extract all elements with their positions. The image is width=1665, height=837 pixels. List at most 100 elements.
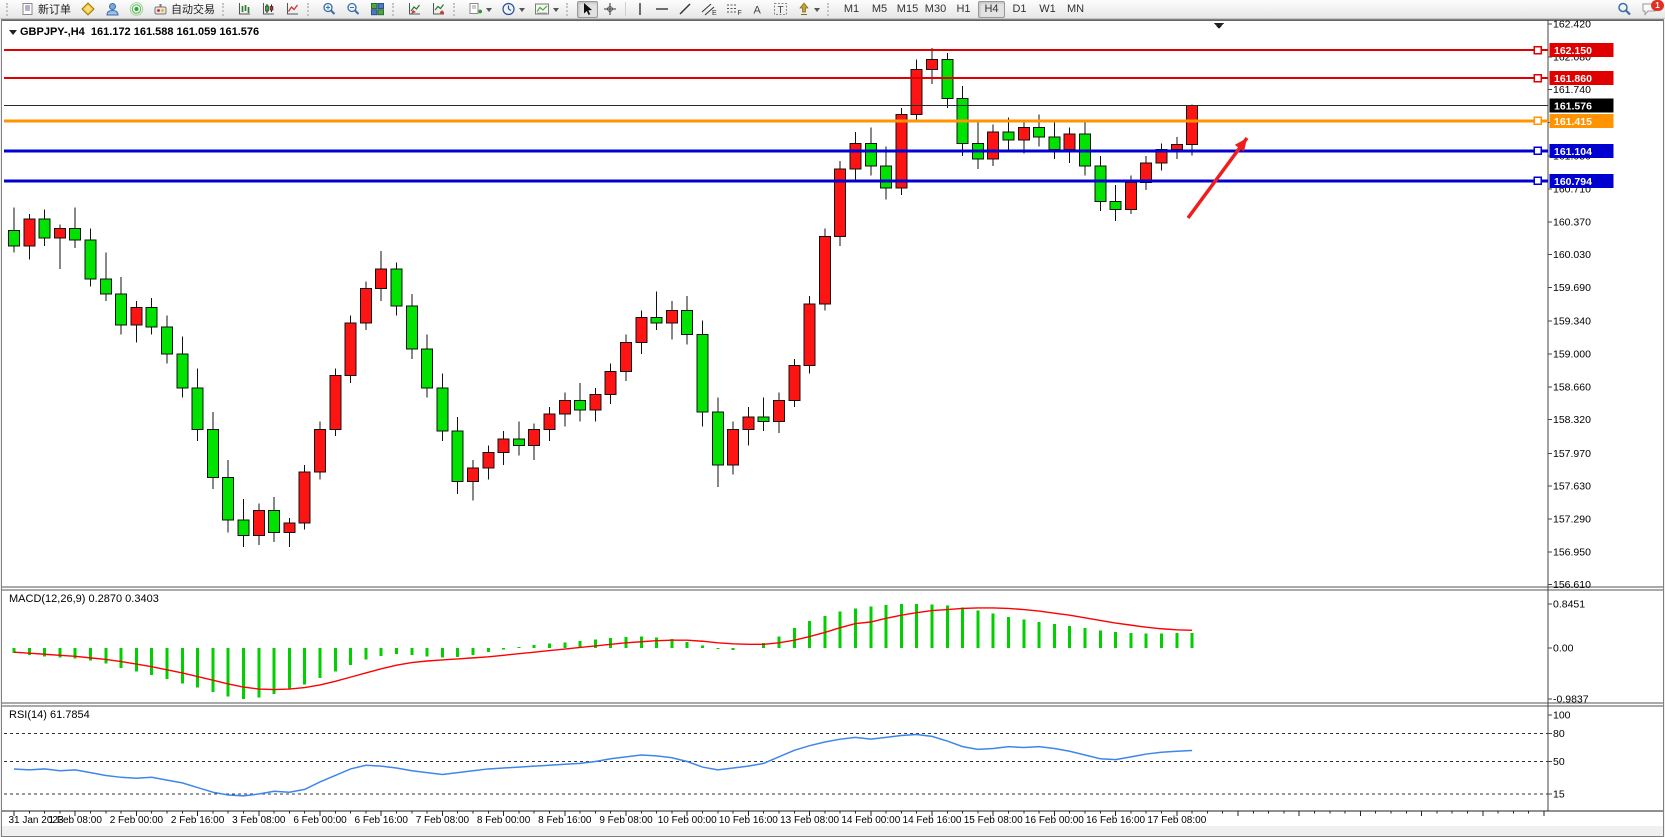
new-order-icon — [21, 2, 35, 16]
line-chart-icon — [285, 2, 300, 16]
toolbar-drag-handle — [6, 2, 12, 16]
zoom-out-button[interactable] — [342, 1, 365, 18]
zoom-in-button[interactable] — [318, 1, 341, 18]
zoom-out-icon — [346, 2, 361, 16]
add-indicator-icon — [468, 2, 483, 16]
svg-text:F: F — [738, 10, 742, 16]
autotrade-label: 自动交易 — [171, 4, 215, 16]
indicator-window-icon — [431, 2, 446, 16]
svg-text:3 Feb 08:00: 3 Feb 08:00 — [232, 815, 286, 826]
indicators-list-button[interactable] — [403, 1, 426, 18]
trendline-button[interactable] — [674, 1, 696, 18]
vertical-line-button[interactable] — [630, 1, 650, 18]
timeframe-h1-button[interactable]: H1 — [950, 1, 977, 18]
arrow-shape-icon — [797, 2, 811, 16]
autotrade-button[interactable]: 自动交易 — [149, 1, 219, 18]
search-icon — [1617, 2, 1632, 16]
arrows-shapes-button[interactable] — [793, 1, 824, 18]
timeframe-mn-button[interactable]: MN — [1062, 1, 1089, 18]
svg-text:157.970: 157.970 — [1553, 448, 1591, 460]
svg-text:158.320: 158.320 — [1553, 414, 1591, 426]
group-handle — [827, 2, 833, 16]
svg-text:159.000: 159.000 — [1553, 349, 1591, 361]
chart-window: 162.420162.080161.740161.400161.050160.7… — [1, 19, 1664, 837]
crosshair-icon — [603, 2, 617, 16]
main-toolbar: 新订单 自动交易 — [0, 0, 1665, 19]
svg-text:100: 100 — [1553, 710, 1571, 722]
text-button[interactable]: A — [747, 1, 768, 18]
svg-text:156.950: 156.950 — [1553, 546, 1591, 558]
profile-icon-button[interactable] — [101, 1, 124, 18]
chart-template-button[interactable] — [530, 1, 563, 18]
vertical-line-icon — [634, 2, 646, 16]
fibonacci-button[interactable]: F — [722, 1, 746, 18]
text-icon: A — [751, 2, 764, 17]
timeframe-h4-button[interactable]: H4 — [978, 0, 1005, 18]
timeframe-m1-button[interactable]: M1 — [838, 1, 865, 18]
signal-icon-button[interactable] — [125, 1, 148, 18]
cursor-button[interactable] — [577, 0, 598, 18]
timeframe-m15-button[interactable]: M15 — [894, 1, 921, 18]
tile-windows-button[interactable] — [366, 1, 389, 18]
toolbar-separator — [625, 2, 626, 16]
svg-text:2 Feb 16:00: 2 Feb 16:00 — [171, 815, 225, 826]
dropdown-caret-icon — [814, 7, 820, 15]
chart-canvas[interactable]: 162.420162.080161.740161.400161.050160.7… — [2, 20, 1663, 826]
svg-text:-0.9837: -0.9837 — [1553, 694, 1589, 706]
template-icon — [534, 2, 550, 16]
svg-text:160.030: 160.030 — [1553, 249, 1591, 261]
timeframe-m5-button[interactable]: M5 — [866, 1, 893, 18]
svg-text:8 Feb 16:00: 8 Feb 16:00 — [538, 815, 592, 826]
svg-text:161.576: 161.576 — [1554, 100, 1592, 112]
period-clock-button[interactable] — [497, 1, 529, 18]
zoom-in-icon — [322, 2, 337, 16]
svg-text:161.104: 161.104 — [1554, 146, 1592, 158]
svg-text:160.370: 160.370 — [1553, 216, 1591, 228]
search-button[interactable] — [1613, 1, 1636, 18]
equidistant-channel-button[interactable]: E — [697, 1, 721, 18]
chat-button[interactable]: 1 — [1637, 0, 1664, 18]
timeframe-d1-button[interactable]: D1 — [1006, 1, 1033, 18]
svg-text:A: A — [754, 5, 762, 17]
text-label-button[interactable]: T — [769, 1, 792, 18]
svg-text:13 Feb 08:00: 13 Feb 08:00 — [780, 815, 839, 826]
group-handle — [222, 2, 228, 16]
title-dropdown-icon[interactable] — [9, 30, 17, 39]
svg-text:E: E — [712, 10, 717, 16]
svg-text:0.00: 0.00 — [1553, 643, 1574, 655]
svg-text:14 Feb 00:00: 14 Feb 00:00 — [841, 815, 900, 826]
svg-text:156.610: 156.610 — [1553, 579, 1591, 591]
svg-text:31 Jan 2023: 31 Jan 2023 — [8, 815, 63, 826]
svg-text:6 Feb 16:00: 6 Feb 16:00 — [355, 815, 409, 826]
svg-text:161.740: 161.740 — [1553, 84, 1591, 96]
svg-text:160.794: 160.794 — [1554, 176, 1592, 188]
timeframe-m30-button[interactable]: M30 — [922, 1, 949, 18]
svg-text:9 Feb 08:00: 9 Feb 08:00 — [599, 815, 653, 826]
line-chart-button[interactable] — [281, 1, 304, 18]
add-indicator-button[interactable] — [464, 1, 496, 18]
person-icon — [105, 2, 120, 16]
horizontal-line-button[interactable] — [651, 1, 673, 18]
timeframe-w1-button[interactable]: W1 — [1034, 1, 1061, 18]
text-label-icon: T — [773, 2, 788, 16]
new-order-button[interactable]: 新订单 — [17, 1, 75, 18]
svg-text:159.340: 159.340 — [1553, 316, 1591, 328]
group-handle — [566, 2, 572, 16]
candle-chart-button[interactable] — [257, 1, 280, 18]
svg-text:162.150: 162.150 — [1554, 45, 1592, 57]
horizontal-line-icon — [655, 2, 669, 16]
crosshair-button[interactable] — [599, 1, 621, 18]
gold-icon-button[interactable] — [76, 1, 100, 18]
indicator-window-button[interactable] — [427, 1, 450, 18]
clock-icon — [501, 2, 516, 16]
svg-text:161.415: 161.415 — [1554, 116, 1592, 128]
svg-text:50: 50 — [1553, 756, 1565, 768]
bar-chart-icon — [237, 2, 252, 16]
svg-text:157.290: 157.290 — [1553, 514, 1591, 526]
bar-chart-button[interactable] — [233, 1, 256, 18]
channel-icon: E — [701, 2, 717, 16]
autotrade-icon — [153, 2, 168, 16]
tile-windows-icon — [370, 2, 385, 16]
svg-text:80: 80 — [1553, 728, 1565, 740]
notification-badge: 1 — [1651, 0, 1664, 11]
